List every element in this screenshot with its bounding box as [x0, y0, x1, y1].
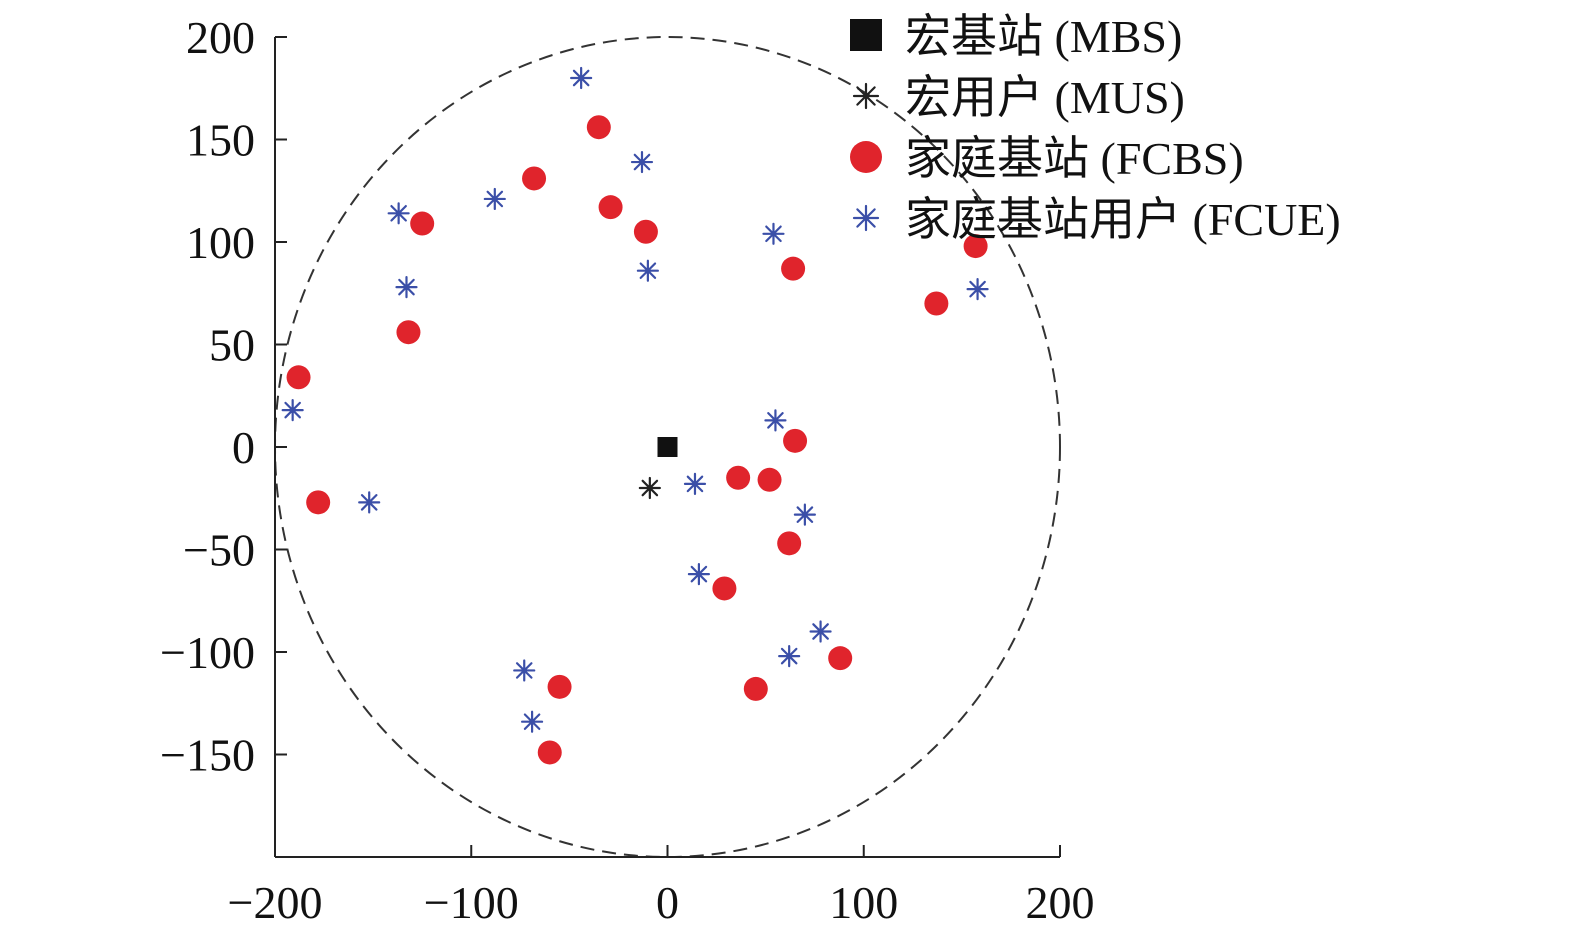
point-fcbs — [522, 166, 547, 191]
point-fcue — [395, 276, 418, 299]
x-tick-label: 200 — [1026, 877, 1095, 928]
point-fcbs — [963, 234, 988, 259]
point-fcbs — [757, 467, 782, 492]
y-tick-label: −150 — [160, 730, 255, 781]
legend-entry-mbs: 宏基站 (MBS) — [850, 11, 1182, 62]
point-fcbs — [924, 291, 949, 316]
y-tick-label: −100 — [160, 627, 255, 678]
x-axis-ticks: −200 −100 0 100 200 — [228, 845, 1095, 928]
point-fcbs — [410, 211, 435, 236]
point-fcue — [281, 399, 304, 422]
y-tick-label: 50 — [209, 320, 255, 371]
x-tick-label: −100 — [424, 877, 519, 928]
point-fcbs — [781, 256, 806, 281]
point-fcue — [966, 278, 989, 301]
point-fcue — [483, 187, 506, 211]
y-tick-label: −50 — [183, 525, 255, 576]
point-fcbs — [726, 465, 751, 490]
legend-marker-shape — [852, 82, 880, 110]
point-fcue — [687, 563, 710, 586]
point-fcbs — [712, 576, 737, 601]
point-fcue — [570, 66, 593, 90]
point-fcue — [809, 620, 832, 643]
y-tick-label: 0 — [232, 422, 255, 473]
point-fcbs — [586, 115, 611, 140]
point-fcue — [683, 472, 707, 495]
point-mbs — [657, 437, 678, 457]
legend-marker-shape — [850, 141, 882, 173]
point-fcbs — [537, 740, 562, 765]
x-tick-label: −200 — [228, 877, 323, 928]
legend-entry-mus: 宏用户 (MUS) — [852, 72, 1185, 123]
point-fcbs — [396, 320, 421, 345]
y-tick-label: 200 — [186, 12, 255, 63]
y-tick-label: 150 — [186, 115, 255, 166]
legend-marker-star-icon — [852, 82, 880, 110]
legend-marker-circle-icon — [850, 141, 882, 173]
point-fcbs — [633, 219, 658, 244]
legend-marker-square-icon — [850, 19, 882, 51]
point-fcue — [793, 503, 816, 526]
point-fcue — [762, 222, 785, 245]
legend-label-fcue: 家庭基站用户 (FCUE) — [905, 194, 1341, 245]
point-fcbs — [598, 195, 623, 220]
legend-entry-fcue: 家庭基站用户 (FCUE) — [852, 194, 1341, 245]
point-fcbs — [783, 428, 808, 453]
data-points — [281, 66, 989, 765]
point-fcbs — [306, 490, 331, 515]
legend-label-fcbs: 家庭基站 (FCBS) — [905, 133, 1244, 184]
point-fcue — [630, 150, 654, 174]
legend-marker-shape — [852, 204, 880, 232]
point-fcue — [520, 710, 544, 733]
x-tick-label: 0 — [656, 877, 679, 928]
point-fcbs — [777, 531, 802, 556]
legend-entry-fcbs: 家庭基站 (FCBS) — [850, 133, 1244, 184]
point-fcue — [636, 259, 659, 282]
point-fcbs — [828, 646, 853, 671]
x-tick-label: 100 — [829, 877, 898, 928]
point-fcue — [513, 659, 536, 682]
y-axis-ticks: 200 150 100 50 0 −50 −100 −150 — [160, 12, 287, 781]
point-fcue — [358, 491, 381, 514]
point-fcue — [387, 202, 410, 225]
point-fcbs — [743, 676, 768, 701]
legend-marker-shape — [850, 19, 882, 51]
point-fcue — [764, 409, 787, 432]
y-tick-label: 100 — [186, 217, 255, 268]
legend-marker-star-icon — [852, 204, 880, 232]
point-fcue — [778, 645, 801, 668]
point-mus — [638, 476, 661, 500]
point-fcbs — [547, 674, 572, 699]
legend-label-mbs: 宏基站 (MBS) — [905, 11, 1182, 62]
legend: 宏基站 (MBS) 宏用户 (MUS) 家庭基站 (FCBS) 家庭基站用户 (… — [850, 11, 1341, 245]
legend-label-mus: 宏用户 (MUS) — [905, 72, 1185, 123]
point-fcbs — [286, 365, 311, 390]
